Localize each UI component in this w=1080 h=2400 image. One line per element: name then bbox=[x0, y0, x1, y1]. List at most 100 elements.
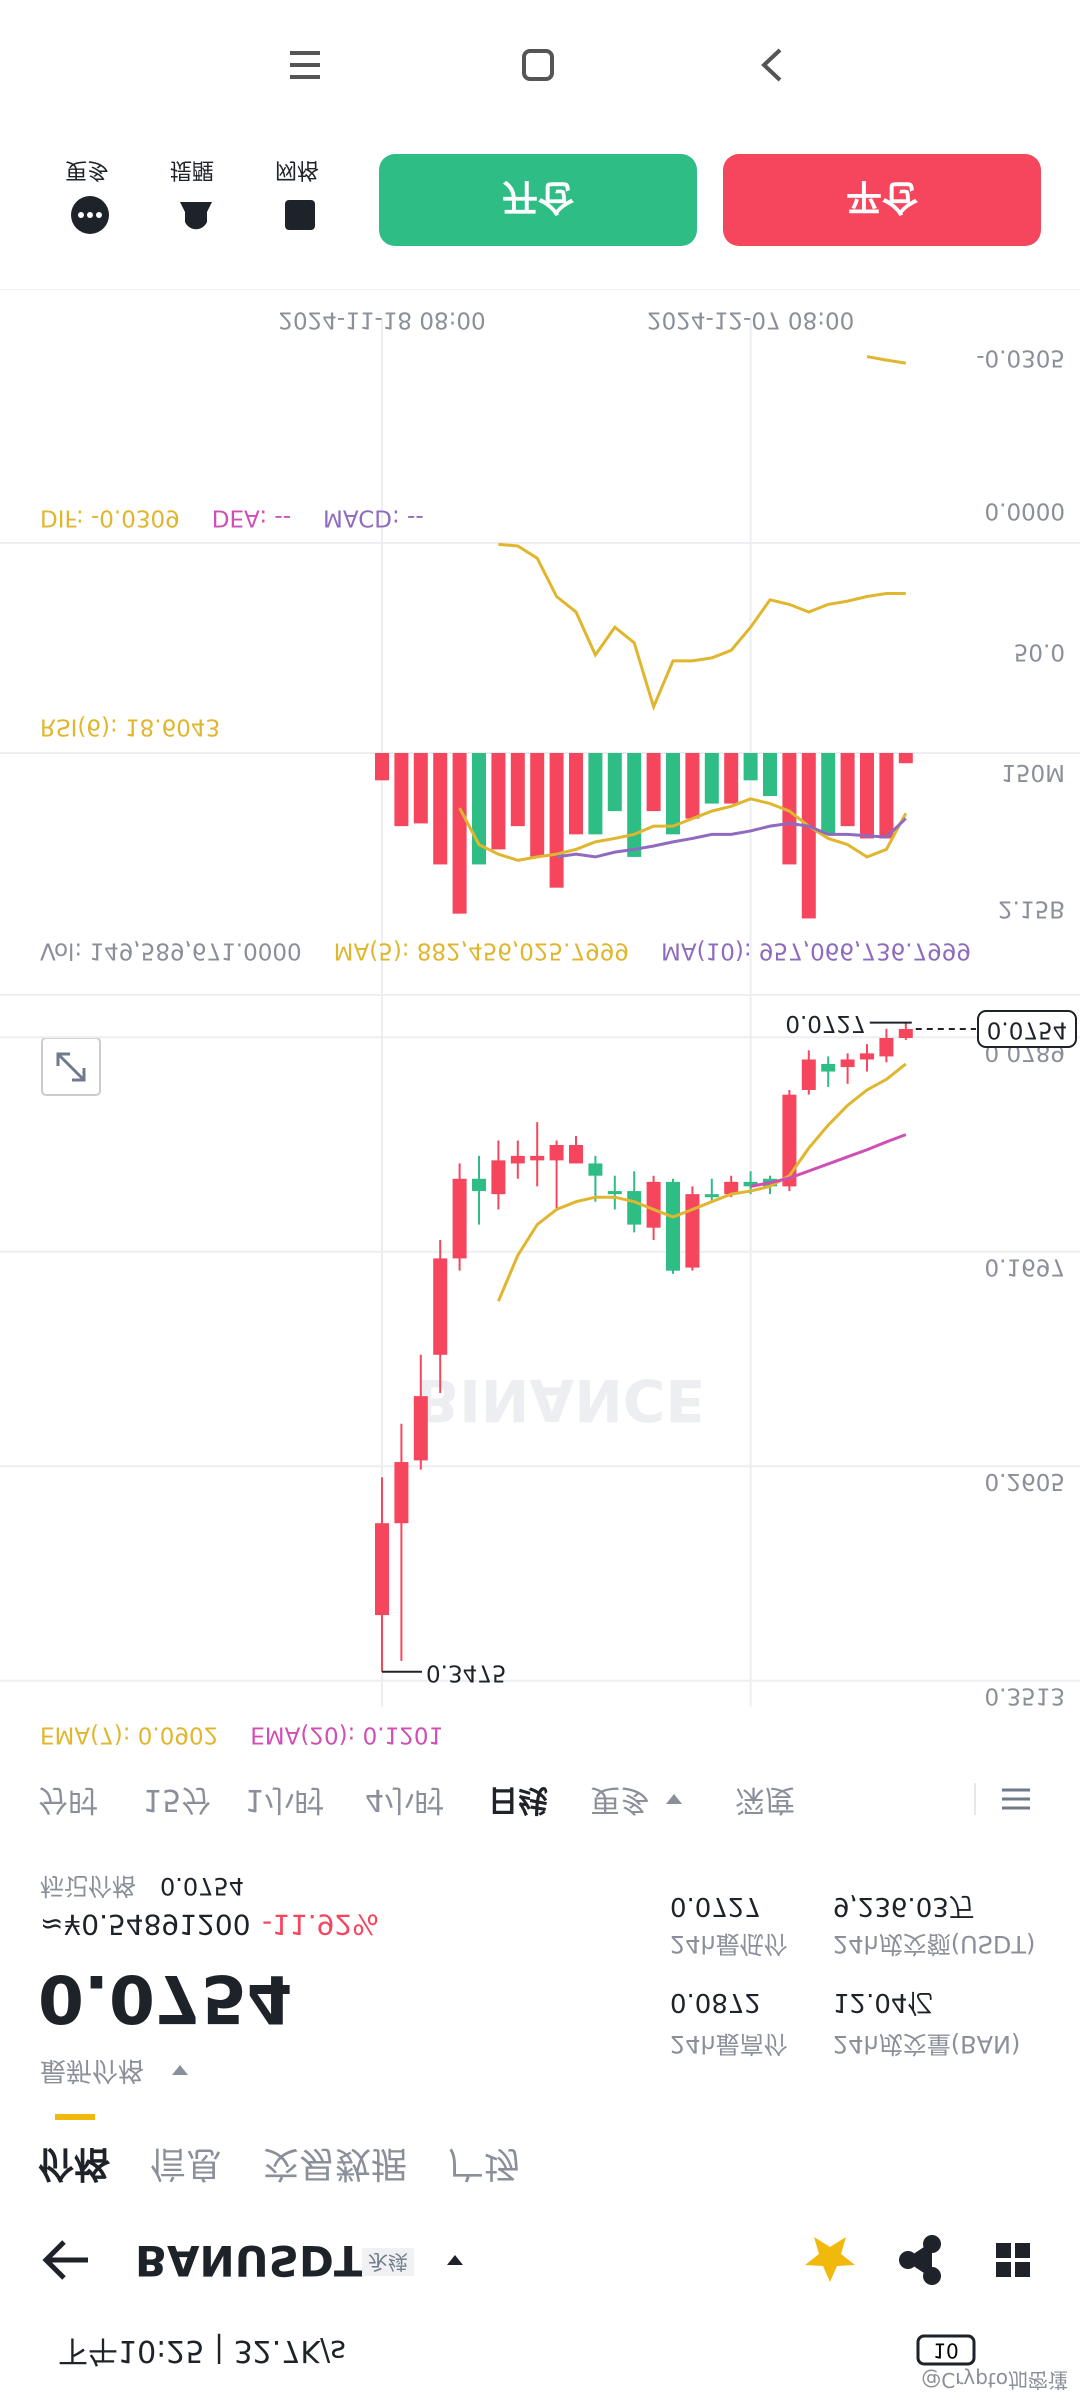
volume-bar bbox=[646, 753, 661, 812]
volume-bar bbox=[821, 753, 836, 835]
y-tick-label: 50.0 bbox=[1014, 638, 1065, 664]
candle-body bbox=[666, 1181, 680, 1271]
candle-body bbox=[394, 1462, 409, 1524]
candle-body bbox=[627, 1191, 642, 1225]
line bbox=[498, 542, 906, 712]
line bbox=[458, 797, 908, 862]
battery-level: 10 bbox=[933, 2339, 958, 2363]
candle-body bbox=[840, 1059, 855, 1068]
bell-icon[interactable] bbox=[180, 202, 212, 230]
star-icon[interactable] bbox=[805, 2237, 855, 2282]
candle-body bbox=[704, 1194, 719, 1198]
line bbox=[556, 817, 907, 859]
line bbox=[866, 355, 907, 365]
volume-bar bbox=[801, 753, 816, 919]
share-icon[interactable] bbox=[899, 2235, 941, 2285]
legend-label: RSI(6): 18.6043 bbox=[40, 714, 220, 740]
y-tick-label: 150M bbox=[1001, 759, 1065, 785]
watermark: BINANCE bbox=[415, 1366, 705, 1434]
y-tick-label: 0.0000 bbox=[985, 497, 1065, 523]
volume-bar bbox=[588, 753, 603, 835]
candle-body bbox=[510, 1155, 525, 1164]
x-tick-label: 2024-12-07 08:00 bbox=[647, 307, 854, 333]
back-nav[interactable] bbox=[761, 48, 782, 82]
legend-label: MA(5): 882,456,025.7999 bbox=[334, 938, 629, 964]
volume-bar bbox=[491, 753, 506, 850]
volume-bar bbox=[375, 753, 389, 781]
expand-arrows bbox=[56, 1052, 86, 1082]
more-icon[interactable] bbox=[71, 196, 109, 234]
legend-label: EMA(7): 0.0902 bbox=[40, 1722, 218, 1748]
legend-label: Vol: 149,589,671.0000 bbox=[40, 938, 302, 964]
back-icon[interactable] bbox=[42, 2240, 88, 2280]
candle-body bbox=[530, 1155, 545, 1161]
x-tick-label: 2024-11-18 08:00 bbox=[278, 307, 485, 333]
volume-bar bbox=[860, 753, 874, 839]
volume-bar bbox=[704, 753, 719, 804]
candle-body bbox=[724, 1181, 739, 1195]
candle-body bbox=[413, 1396, 428, 1461]
y-tick-label: 2.15B bbox=[998, 895, 1065, 921]
candle-body bbox=[588, 1163, 603, 1176]
candle-body bbox=[898, 1029, 913, 1038]
battery bbox=[916, 2334, 976, 2366]
legend-label: DEA: -- bbox=[212, 505, 291, 531]
volume-bar bbox=[763, 753, 777, 797]
legend-label: MA(10): 957,066,736.7999 bbox=[661, 938, 971, 964]
volume-bar bbox=[879, 753, 894, 839]
low-label: 0.0727 bbox=[785, 1010, 865, 1036]
candle-body bbox=[782, 1094, 797, 1187]
legend-label: DIF: -0.0309 bbox=[40, 505, 180, 531]
legend-label: MACD: -- bbox=[323, 505, 424, 531]
volume-bar bbox=[569, 753, 583, 835]
volume-bar bbox=[433, 753, 448, 865]
volume-bar bbox=[452, 753, 467, 914]
candle-body bbox=[607, 1191, 622, 1195]
volume-bar bbox=[510, 753, 525, 827]
grid-icon[interactable] bbox=[996, 2243, 1030, 2277]
candle-body bbox=[433, 1258, 448, 1355]
candle-body bbox=[549, 1145, 564, 1161]
last-price-label: 0.0754 bbox=[987, 1017, 1067, 1043]
volume-bar bbox=[666, 753, 680, 835]
line bbox=[497, 1062, 907, 1302]
grid-tool-icon[interactable] bbox=[285, 200, 315, 230]
candle-body bbox=[375, 1523, 389, 1616]
volume-bar bbox=[530, 753, 545, 857]
menu-nav[interactable] bbox=[290, 51, 320, 79]
volume-bar bbox=[782, 753, 797, 865]
volume-bar bbox=[394, 753, 409, 827]
high-label: 0.3475 bbox=[426, 1659, 506, 1685]
volume-bar bbox=[627, 753, 642, 857]
volume-bar bbox=[840, 753, 855, 827]
volume-bar bbox=[413, 753, 428, 824]
y-tick-label: 0.2605 bbox=[985, 1468, 1065, 1494]
candle-body bbox=[821, 1063, 836, 1072]
candle-body bbox=[452, 1178, 467, 1259]
volume-bar bbox=[685, 753, 700, 819]
volume-bar bbox=[898, 753, 913, 764]
candle-body bbox=[743, 1181, 758, 1187]
candle-body bbox=[685, 1194, 700, 1268]
line bbox=[750, 1133, 907, 1188]
candle-body bbox=[491, 1160, 506, 1195]
volume-bar bbox=[549, 753, 564, 888]
home-nav[interactable] bbox=[522, 49, 554, 81]
candle-body bbox=[860, 1053, 874, 1060]
candle-body bbox=[801, 1059, 816, 1090]
volume-bar bbox=[743, 753, 758, 781]
volume-bar bbox=[607, 753, 622, 812]
volume-bar bbox=[724, 753, 739, 804]
legend-label: EMA(20): 0.1201 bbox=[250, 1722, 443, 1748]
y-tick-label: -0.0305 bbox=[976, 345, 1065, 371]
settings-icon[interactable] bbox=[1002, 1788, 1030, 1810]
candle-body bbox=[879, 1037, 894, 1057]
y-tick-label: 0.3513 bbox=[985, 1682, 1065, 1708]
y-tick-label: 0.1697 bbox=[985, 1253, 1065, 1279]
candle-body bbox=[646, 1181, 661, 1228]
candle-body bbox=[472, 1178, 486, 1192]
last-price-tag bbox=[977, 1010, 1077, 1049]
candle-body bbox=[569, 1145, 583, 1164]
